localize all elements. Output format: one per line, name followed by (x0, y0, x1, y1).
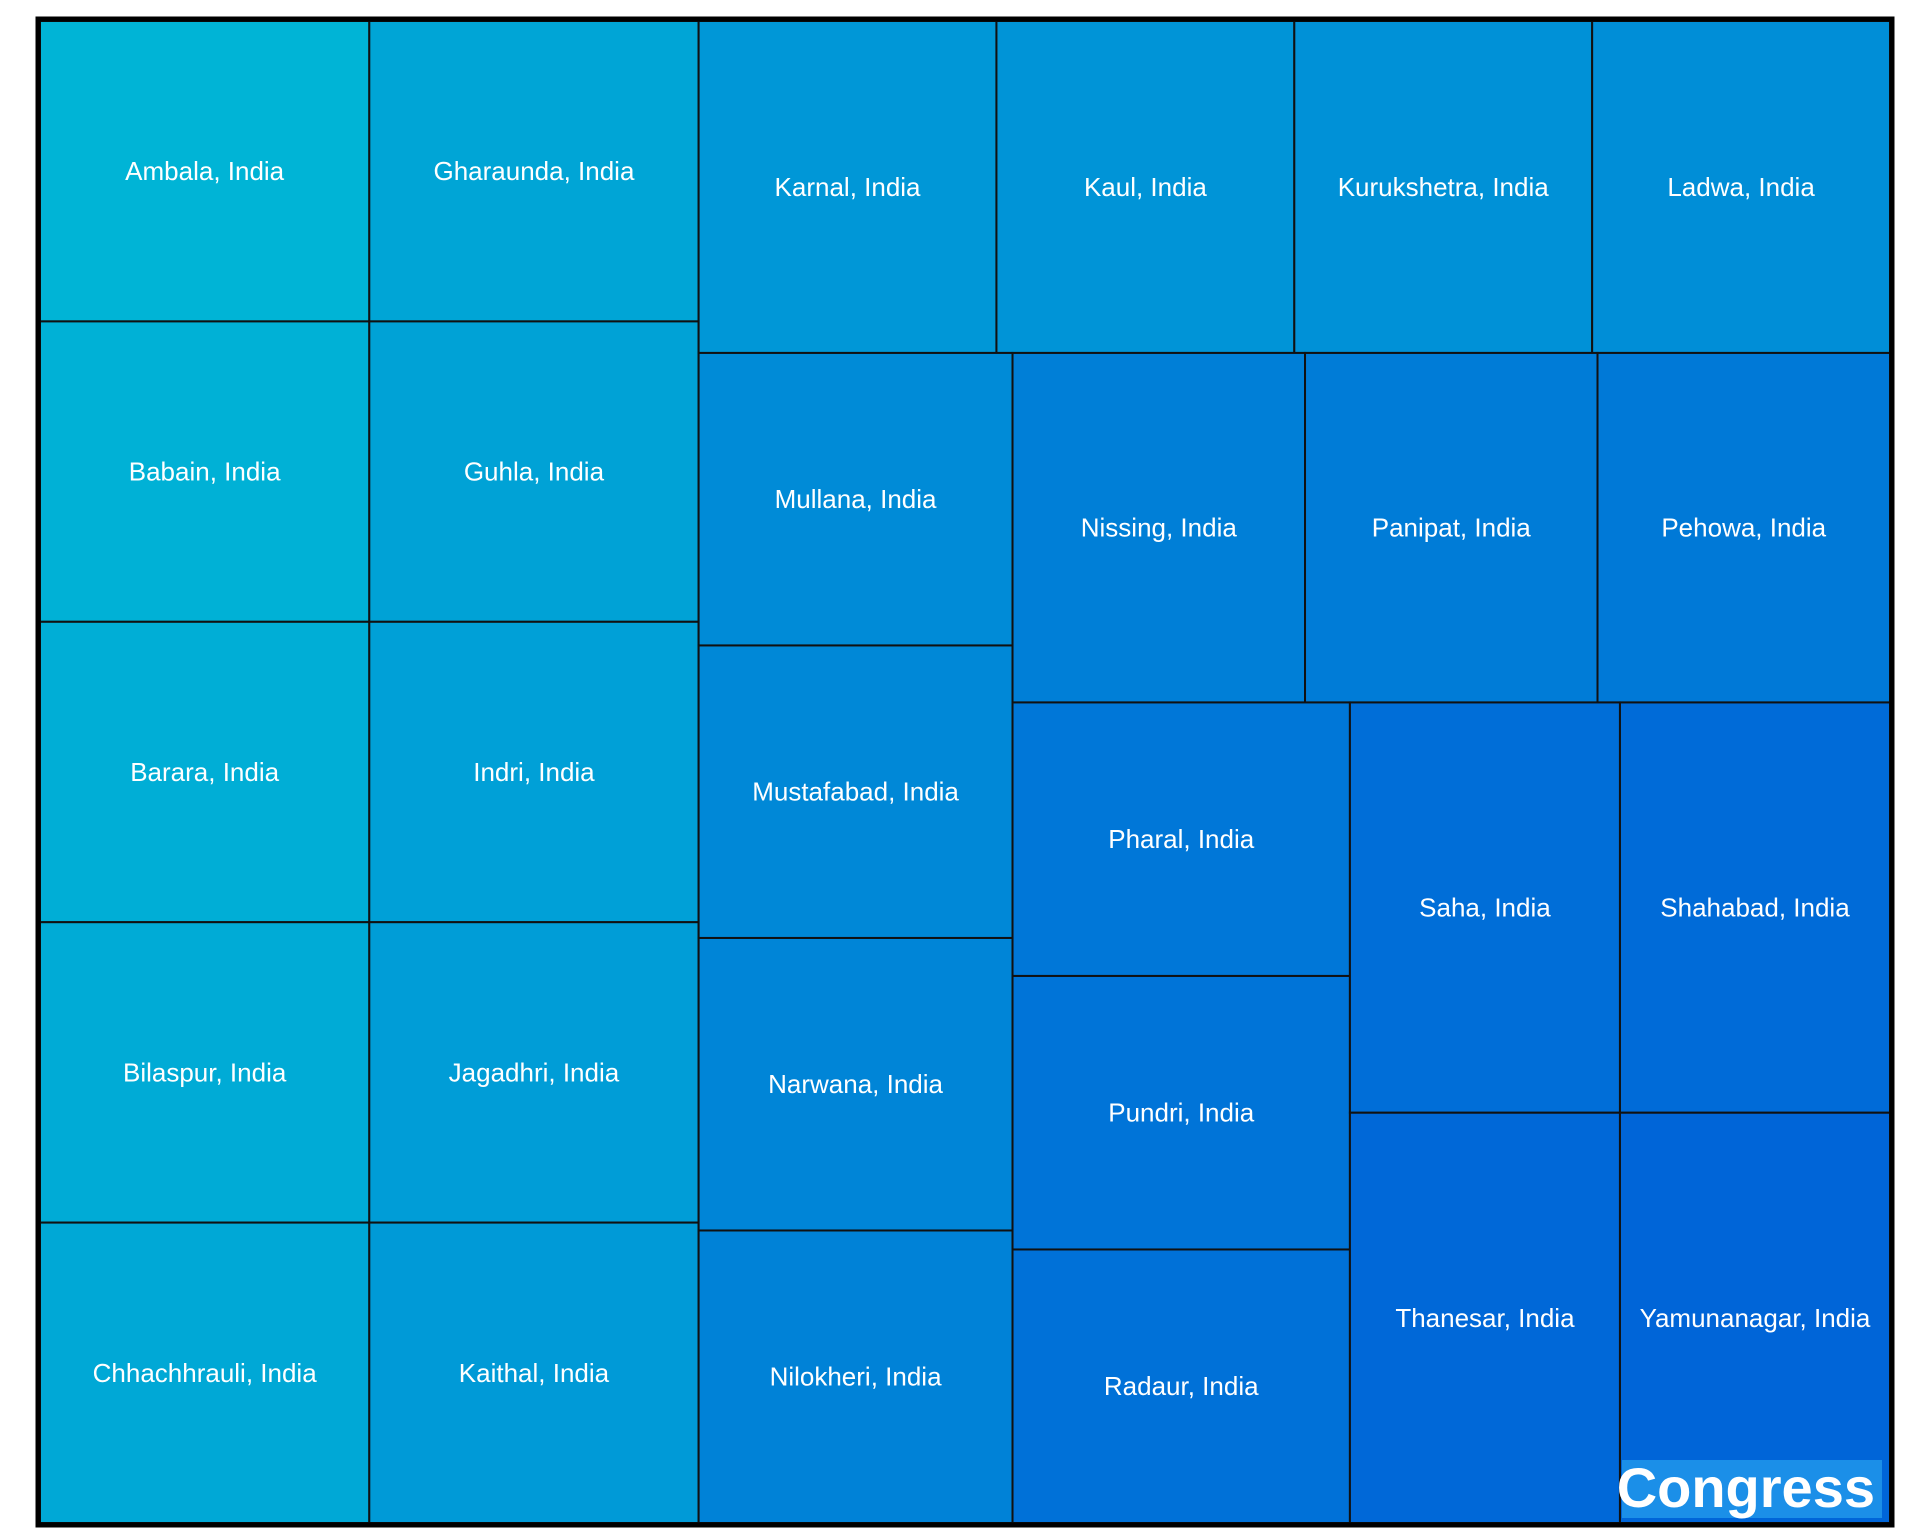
treemap-rect-shahabad (1618, 701, 1892, 1114)
treemap-rect-babain (39, 320, 371, 623)
treemap-rect-mullana (697, 351, 1014, 647)
treemap-cell-kurukshetra: Kurukshetra, India (1293, 20, 1594, 354)
treemap-cell-chhachhrauli: Chhachhrauli, India (39, 1221, 371, 1524)
treemap-rect-guhla (368, 320, 700, 623)
treemap-label-radaur: Radaur, India (1104, 1371, 1259, 1401)
treemap-cell-barara: Barara, India (39, 620, 371, 924)
treemap-rect-barara (39, 620, 371, 924)
treemap-label-yamunanagar: Yamunanagar, India (1640, 1303, 1871, 1333)
treemap-cell-narwana: Narwana, India (697, 936, 1014, 1232)
treemap-label-saha: Saha, India (1419, 893, 1551, 923)
treemap-label-kaithal: Kaithal, India (459, 1358, 610, 1388)
treemap-rect-gharaunda (368, 20, 700, 323)
treemap-cell-guhla: Guhla, India (368, 320, 700, 623)
treemap-label-narwana: Narwana, India (768, 1069, 943, 1099)
treemap-label-nissing: Nissing, India (1081, 513, 1238, 543)
treemap-cell-indri: Indri, India (368, 620, 700, 924)
treemap-rect-kurukshetra (1293, 20, 1594, 354)
treemap-label-pharal: Pharal, India (1108, 824, 1255, 854)
treemap-rect-nilokheri (697, 1229, 1014, 1524)
treemap-cell-radaur: Radaur, India (1011, 1248, 1351, 1525)
treemap-label-gharaunda: Gharaunda, India (433, 156, 634, 186)
treemap-cell-kaithal: Kaithal, India (368, 1221, 700, 1524)
treemap-cell-gharaunda: Gharaunda, India (368, 20, 700, 323)
treemap-cell-nilokheri: Nilokheri, India (697, 1229, 1014, 1524)
treemap-label-chhachhrauli: Chhachhrauli, India (93, 1358, 318, 1388)
treemap-cell-mustafabad: Mustafabad, India (697, 644, 1014, 939)
treemap-cell-babain: Babain, India (39, 320, 371, 623)
treemap-cell-mullana: Mullana, India (697, 351, 1014, 647)
treemap-frame (35, 16, 1895, 1528)
treemap-rect-pundri (1011, 974, 1351, 1251)
treemap-rect-narwana (697, 936, 1014, 1232)
treemap-cell-saha: Saha, India (1348, 701, 1621, 1114)
treemap-label-bilaspur: Bilaspur, India (123, 1057, 287, 1087)
treemap-rect-kaul (995, 20, 1296, 354)
treemap-rect-thanesar (1348, 1111, 1621, 1524)
treemap-rect-saha (1348, 701, 1621, 1114)
group-label-text: Congress (1617, 1456, 1875, 1519)
treemap-label-pundri: Pundri, India (1108, 1098, 1255, 1128)
treemap-cells: Ambala, India Babain, India Barara, India B… (39, 20, 1892, 1525)
treemap-label-panipat: Panipat, India (1372, 513, 1532, 543)
treemap-cell-ambala: Ambala, India (39, 20, 371, 323)
treemap-rect-kaithal (368, 1221, 700, 1524)
treemap-label-babain: Babain, India (129, 457, 281, 487)
treemap-label-mustafabad: Mustafabad, India (752, 777, 959, 807)
treemap-label-shahabad: Shahabad, India (1660, 893, 1850, 923)
treemap-label-ambala: Ambala, India (125, 156, 285, 186)
treemap-rect-pharal (1011, 701, 1351, 977)
treemap-label-ladwa: Ladwa, India (1667, 172, 1815, 202)
treemap-label-pehowa: Pehowa, India (1661, 513, 1826, 543)
treemap-rect-nissing (1011, 351, 1307, 704)
treemap-rect-bilaspur (39, 921, 371, 1224)
treemap-rect-pehowa (1596, 351, 1892, 704)
treemap-cell-kaul: Kaul, India (995, 20, 1296, 354)
treemap-label-kaul: Kaul, India (1084, 172, 1207, 202)
treemap-cell-karnal: Karnal, India (697, 20, 998, 354)
treemap-label-nilokheri: Nilokheri, India (770, 1362, 943, 1392)
treemap-cell-jagadhri: Jagadhri, India (368, 921, 700, 1224)
treemap-rect-yamunanagar (1618, 1111, 1892, 1524)
treemap-cell-pehowa: Pehowa, India (1596, 351, 1892, 704)
treemap-cell-nissing: Nissing, India (1011, 351, 1307, 704)
treemap-rect-mustafabad (697, 644, 1014, 939)
treemap-cell-yamunanagar: Yamunanagar, India (1618, 1111, 1892, 1524)
treemap-label-guhla: Guhla, India (464, 457, 605, 487)
treemap-label-jagadhri: Jagadhri, India (449, 1057, 620, 1087)
treemap-cell-panipat: Panipat, India (1304, 351, 1599, 704)
treemap-cell-bilaspur: Bilaspur, India (39, 921, 371, 1224)
treemap-cell-shahabad: Shahabad, India (1618, 701, 1892, 1114)
treemap-label-indri: Indri, India (473, 757, 595, 787)
group-label: Congress (1617, 1456, 1882, 1519)
treemap-label-mullana: Mullana, India (775, 484, 937, 514)
treemap-cell-pundri: Pundri, India (1011, 974, 1351, 1251)
treemap-label-kurukshetra: Kurukshetra, India (1338, 172, 1550, 202)
treemap-rect-ambala (39, 20, 371, 323)
treemap-cell-ladwa: Ladwa, India (1591, 20, 1892, 354)
treemap-cell-thanesar: Thanesar, India (1348, 1111, 1621, 1524)
treemap-cell-pharal: Pharal, India (1011, 701, 1351, 977)
treemap-label-barara: Barara, India (130, 757, 279, 787)
treemap-rect-panipat (1304, 351, 1599, 704)
treemap-rect-chhachhrauli (39, 1221, 371, 1524)
group-label-background (1622, 1460, 1882, 1518)
treemap-label-thanesar: Thanesar, India (1395, 1303, 1575, 1333)
treemap-rect-indri (368, 620, 700, 924)
treemap-label-karnal: Karnal, India (775, 172, 922, 202)
